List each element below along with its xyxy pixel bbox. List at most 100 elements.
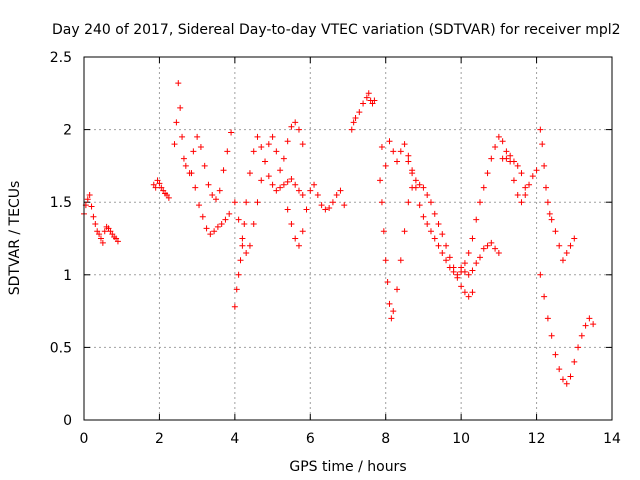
data-point — [461, 268, 468, 275]
data-point — [239, 242, 246, 249]
data-point — [250, 220, 257, 227]
data-point — [243, 199, 250, 206]
data-point — [518, 170, 525, 177]
data-point — [295, 126, 302, 133]
data-point — [458, 283, 465, 290]
data-point — [371, 97, 378, 104]
data-point — [567, 242, 574, 249]
data-point — [439, 231, 446, 238]
data-point — [175, 80, 182, 87]
data-point — [571, 358, 578, 365]
data-point — [311, 181, 318, 188]
y-tick-label: 0.5 — [50, 340, 72, 356]
data-point — [90, 213, 97, 220]
data-point — [171, 141, 178, 148]
data-point — [356, 109, 363, 116]
data-point — [484, 242, 491, 249]
series-sat-track-12 — [458, 133, 540, 275]
data-point — [177, 104, 184, 111]
data-point — [205, 181, 212, 188]
data-point — [533, 167, 540, 174]
y-tick-label: 2 — [63, 123, 72, 139]
data-point — [537, 271, 544, 278]
data-point — [280, 181, 287, 188]
data-point — [473, 216, 480, 223]
data-point — [84, 196, 91, 203]
data-point — [303, 206, 310, 213]
data-point — [190, 148, 197, 155]
data-point — [552, 228, 559, 235]
data-point — [101, 228, 108, 235]
data-point — [416, 181, 423, 188]
data-point — [461, 260, 468, 267]
data-point — [522, 184, 529, 191]
data-point — [235, 271, 242, 278]
data-point — [322, 206, 329, 213]
data-point — [295, 242, 302, 249]
x-tick-labels: 0 2 4 6 8 10 12 14 — [80, 431, 621, 447]
data-point — [443, 257, 450, 264]
data-point — [405, 158, 412, 165]
data-point — [529, 173, 536, 180]
data-point — [192, 184, 199, 191]
data-point — [218, 220, 225, 227]
data-point — [348, 126, 355, 133]
data-point — [277, 184, 284, 191]
data-point — [265, 141, 272, 148]
data-point — [207, 231, 214, 238]
series-sat-track-14 — [537, 126, 578, 264]
data-point — [477, 254, 483, 261]
data-point — [420, 213, 427, 220]
data-point — [377, 177, 384, 184]
data-point — [586, 315, 593, 322]
data-point — [590, 321, 597, 328]
data-point — [469, 235, 476, 242]
data-point — [431, 210, 438, 217]
y-tick-label: 1 — [63, 268, 72, 284]
x-tick-label: 12 — [528, 431, 546, 447]
data-point — [544, 315, 551, 322]
data-point — [431, 235, 438, 242]
data-point — [284, 138, 291, 145]
data-point — [469, 289, 476, 296]
data-point — [284, 178, 291, 185]
data-point — [563, 380, 570, 387]
series-sat-track-6 — [231, 119, 306, 257]
data-point — [541, 162, 548, 169]
data-point — [416, 202, 423, 209]
data-point — [435, 242, 442, 249]
data-point — [203, 225, 210, 232]
y-tick-label: 2.5 — [50, 50, 72, 66]
x-tick-label: 14 — [603, 431, 621, 447]
data-point — [292, 119, 299, 126]
data-point — [499, 138, 506, 145]
data-point — [424, 220, 431, 227]
data-point — [235, 216, 242, 223]
data-point — [262, 158, 269, 165]
series-sat-track-3 — [171, 80, 235, 203]
data-point — [495, 250, 502, 257]
data-point — [526, 181, 533, 188]
data-point — [224, 148, 231, 155]
x-tick-label: 10 — [452, 431, 470, 447]
y-tick-label: 1.5 — [50, 195, 72, 211]
x-tick-label: 6 — [306, 431, 315, 447]
data-point — [571, 235, 578, 242]
data-point — [273, 148, 280, 155]
data-point — [179, 133, 186, 140]
data-point — [295, 187, 302, 194]
series-sat-track-13 — [458, 152, 529, 278]
data-point — [246, 170, 253, 177]
data-point — [552, 351, 559, 358]
data-point — [180, 155, 187, 162]
data-point — [246, 242, 253, 249]
data-point — [394, 158, 401, 165]
series-sat-track-7 — [284, 181, 348, 249]
data-point — [541, 293, 548, 300]
data-point — [329, 199, 336, 206]
data-point — [394, 286, 401, 293]
data-point — [582, 322, 589, 329]
data-point — [284, 206, 291, 213]
data-point — [258, 177, 265, 184]
